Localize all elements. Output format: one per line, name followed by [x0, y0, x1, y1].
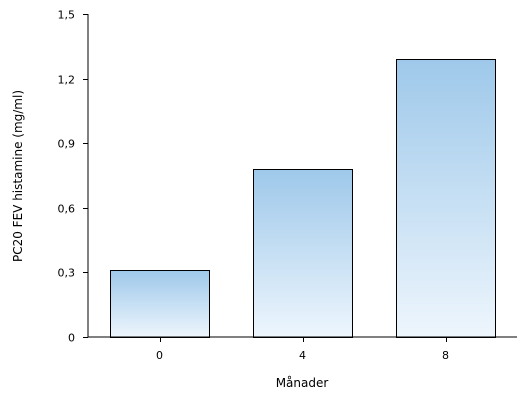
y-tick-label: 1,5	[58, 9, 76, 22]
y-tick-label: 1,2	[58, 74, 76, 87]
x-tick-label: 4	[299, 349, 306, 362]
y-tick-label: 0	[68, 332, 75, 345]
x-tick-label: 0	[156, 349, 163, 362]
y-tick-label: 0,9	[58, 138, 76, 151]
x-axis-ticks: 0 4 8	[156, 337, 449, 362]
bars-layer	[110, 59, 496, 338]
bar-4	[253, 169, 353, 338]
y-tick-label: 0,3	[58, 267, 76, 280]
y-tick-label: 0,6	[58, 203, 76, 216]
x-axis-title: Månader	[276, 376, 329, 390]
y-axis-title: PC20 FEV histamine (mg/ml)	[11, 90, 25, 262]
x-tick-label: 8	[442, 349, 449, 362]
bar-8	[396, 59, 496, 338]
bar-0	[110, 270, 210, 338]
y-axis-ticks: 0 0,3 0,6 0,9 1,2 1,5	[58, 9, 88, 345]
